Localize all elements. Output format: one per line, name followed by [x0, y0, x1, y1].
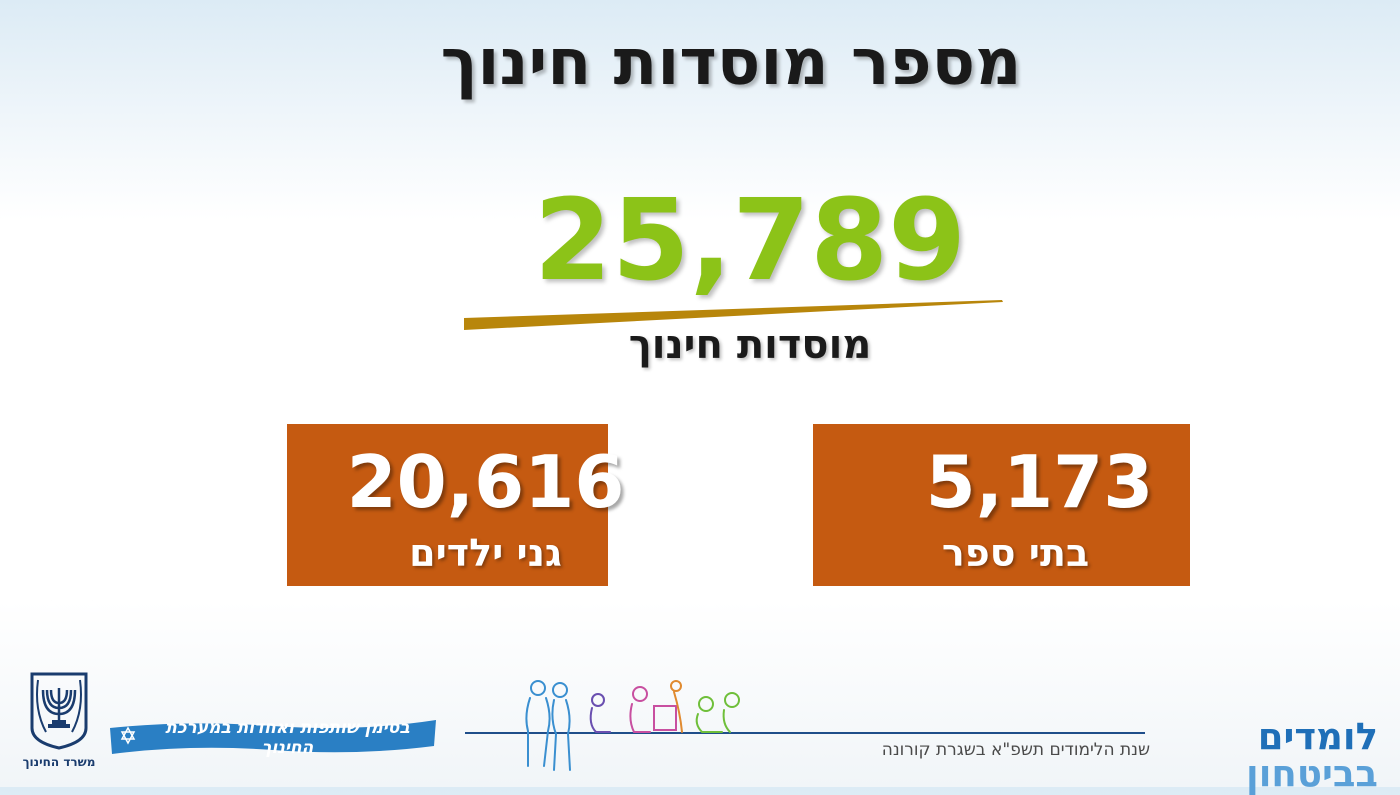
banner-text: בסימן שותפות ואחדות במערכת החינוך [165, 718, 410, 758]
schools-label: בתי ספר [941, 531, 1090, 575]
campaign-title-part-b: בביטחון [1246, 752, 1378, 795]
campaign-title: לומדים בביטחון [1158, 718, 1378, 792]
total-institutions-label: מוסדות חינוך [628, 322, 872, 368]
campaign-title-part-a: לומדים [1257, 715, 1378, 758]
schools-stat-box: 5,173 בתי ספר [813, 424, 1190, 586]
schools-number: 5,173 [925, 440, 1154, 524]
kindergartens-stat-box: 20,616 גני ילדים [287, 424, 624, 586]
underline-swoosh [464, 300, 1003, 330]
total-institutions-number: 25,789 [533, 176, 967, 306]
ministry-name: משרד החינוך [22, 755, 96, 769]
kindergartens-label: גני ילדים [409, 531, 562, 575]
campaign-subtitle: שנת הלימודים תשפ"א בשגרת קורונה [881, 740, 1150, 760]
footer-divider [465, 732, 1145, 734]
kindergartens-number: 20,616 [346, 440, 625, 524]
unity-ribbon-banner [110, 720, 436, 754]
family-illustration-icon [525, 680, 740, 771]
menorah-emblem-icon [30, 672, 88, 750]
page-title: מספר מוסדות חינוך [440, 26, 1022, 100]
